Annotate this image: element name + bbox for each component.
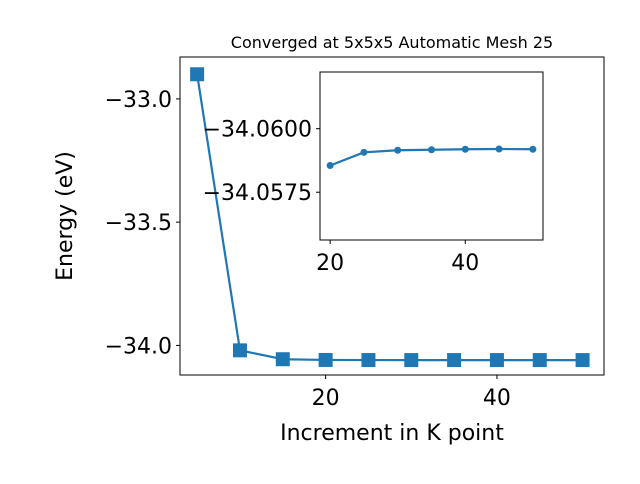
inset-data-point: [495, 145, 503, 153]
inset-chart: 20 40 −34.0600 −34.0575: [203, 71, 544, 276]
main-data-point: [232, 343, 247, 358]
inset-x-tick-label: 40: [451, 251, 479, 276]
inset-data-point: [326, 162, 334, 170]
main-data-point: [361, 353, 376, 368]
main-y-tick-label: −33.5: [105, 211, 172, 236]
main-data-point: [447, 353, 462, 368]
main-title: Converged at 5x5x5 Automatic Mesh 25: [231, 33, 553, 52]
main-data-point: [318, 352, 333, 367]
main-x-axis-label: Increment in K point: [280, 421, 504, 446]
inset-y-tick-label: −34.0600: [203, 118, 312, 143]
main-data-point: [532, 353, 547, 368]
main-data-point: [404, 353, 419, 368]
inset-data-point: [360, 148, 368, 156]
inset-data-point: [428, 146, 435, 154]
inset-data-point: [394, 146, 402, 154]
main-y-tick-label: −34.0: [105, 334, 172, 359]
main-x-tick-label: 40: [483, 386, 511, 411]
main-data-point: [190, 67, 205, 82]
inset-data-point: [529, 145, 537, 153]
main-y-tick-label: −33.0: [105, 88, 172, 113]
main-y-axis-label: Energy (eV): [53, 151, 78, 281]
inset-data-point: [461, 145, 469, 153]
inset-x-tick-label: 20: [316, 251, 344, 276]
main-x-tick-label: 20: [312, 386, 340, 411]
main-data-point: [575, 353, 590, 368]
main-series-line: [196, 74, 583, 362]
main-data-point: [275, 352, 290, 367]
inset-y-tick-label: −34.0575: [203, 181, 312, 206]
main-data-point: [489, 353, 504, 368]
